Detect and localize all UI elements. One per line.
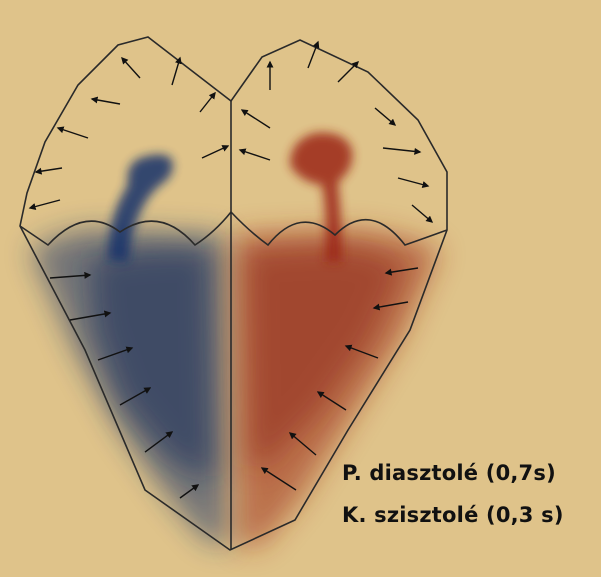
left-ventricle-blood <box>30 229 228 548</box>
caption-atrial-diastole: P. diasztolé (0,7s) <box>342 461 556 485</box>
red-flow-plume <box>290 132 353 262</box>
right-ventricle-blood <box>235 230 440 548</box>
ventricular-arrows <box>49 267 419 499</box>
atrial-arrows <box>28 40 434 223</box>
heart-outline <box>19 36 448 551</box>
blue-flow-plume <box>108 154 173 262</box>
caption-ventricular-systole: K. szisztolé (0,3 s) <box>342 503 564 527</box>
